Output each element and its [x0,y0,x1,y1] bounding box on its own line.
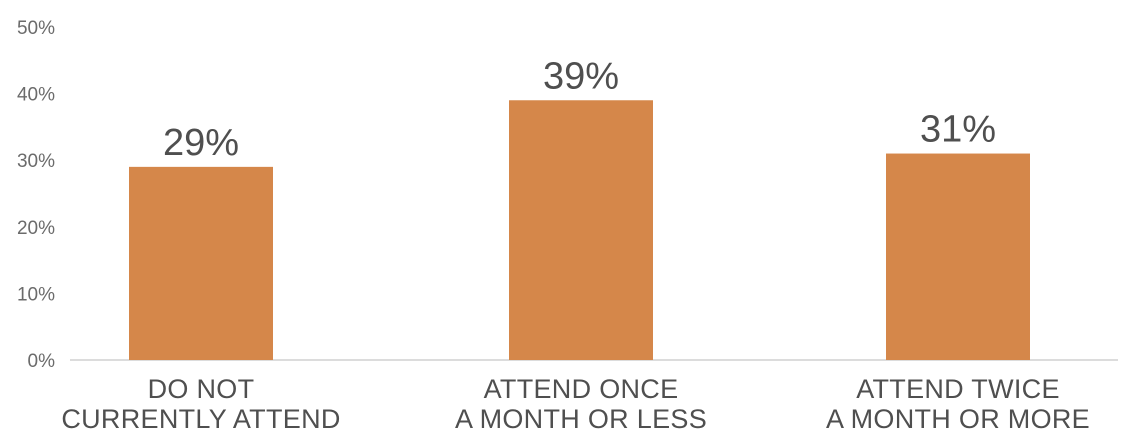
x-tick-label: ATTEND ONCE [484,374,679,404]
x-tick-label: A MONTH OR MORE [826,404,1090,434]
y-tick-label: 0% [28,351,56,372]
x-tick-label: ATTEND TWICE [856,374,1060,404]
data-label: 39% [543,55,619,97]
y-axis: 0% 10% 20% 30% 40% 50% [17,18,55,372]
x-tick-label: A MONTH OR LESS [455,404,707,434]
y-tick-label: 10% [17,284,55,305]
bars [129,100,1030,360]
x-tick-label: CURRENTLY ATTEND [61,404,340,434]
y-tick-label: 50% [17,18,55,39]
y-tick-label: 30% [17,151,55,172]
data-label: 29% [163,122,239,164]
bar [886,153,1030,360]
y-tick-label: 20% [17,218,55,239]
bar [509,100,653,360]
data-label: 31% [920,109,996,151]
bar [129,166,273,360]
data-labels: 29% 39% 31% [163,55,996,164]
x-tick-label: DO NOT [148,374,255,404]
y-tick-label: 40% [17,85,55,106]
